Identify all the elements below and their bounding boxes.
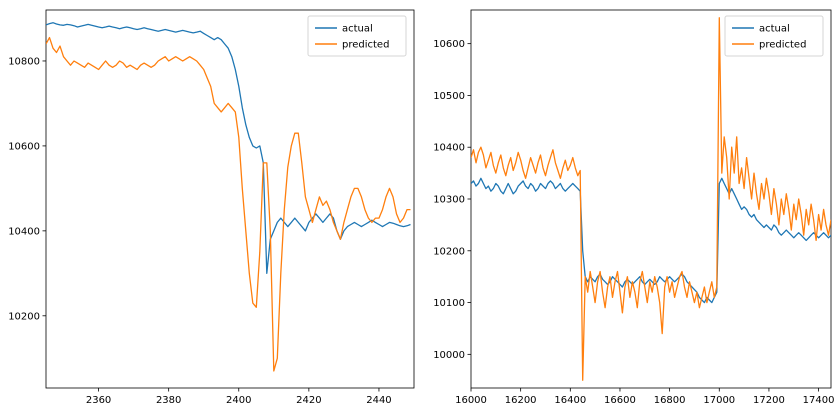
x-tick-label: 16400 bbox=[554, 395, 586, 406]
axes-frame bbox=[470, 9, 832, 389]
legend-box bbox=[307, 15, 407, 57]
legend-actual-label: actual bbox=[759, 24, 790, 35]
y-tick-label: 10600 bbox=[433, 39, 465, 50]
x-tick-label: 2380 bbox=[156, 395, 181, 406]
actual-series-line bbox=[471, 177, 831, 304]
x-tick-label: 17000 bbox=[703, 395, 735, 406]
y-tick-label: 10300 bbox=[433, 195, 465, 206]
legend-actual-label: actual bbox=[342, 24, 373, 35]
legend-box bbox=[724, 15, 824, 57]
right-subplot: 10000 10100 10200 10300 10400 10500 10600 16000… bbox=[418, 0, 837, 415]
legend-predicted-label: predicted bbox=[342, 40, 389, 51]
x-tick-label: 16000 bbox=[455, 395, 487, 406]
x-tick-label: 2400 bbox=[226, 395, 251, 406]
x-tick-label: 16800 bbox=[654, 395, 686, 406]
legend: actual predicted bbox=[307, 15, 407, 57]
y-tick-label: 10200 bbox=[433, 246, 465, 257]
y-tick-label: 10200 bbox=[8, 311, 40, 322]
x-tick-label: 16200 bbox=[505, 395, 537, 406]
x-tick-label: 16600 bbox=[604, 395, 636, 406]
predicted-series-line bbox=[46, 36, 411, 372]
y-tick-label: 10600 bbox=[8, 141, 40, 152]
legend-predicted-label: predicted bbox=[759, 40, 806, 51]
left-chart-canvas: 10200 10400 10600 10800 2360 2380 2400 2420 2440… bbox=[8, 9, 415, 406]
y-tick-label: 10800 bbox=[8, 56, 40, 67]
y-tick-label: 10400 bbox=[433, 143, 465, 154]
axes-frame bbox=[45, 9, 415, 389]
y-tick-label: 10000 bbox=[433, 350, 465, 361]
y-tick-label: 10100 bbox=[433, 298, 465, 309]
x-tick-label: 2420 bbox=[296, 395, 321, 406]
left-subplot: 10200 10400 10600 10800 2360 2380 2400 2420 2440… bbox=[0, 0, 418, 415]
y-tick-label: 10500 bbox=[433, 91, 465, 102]
right-chart-canvas: 10000 10100 10200 10300 10400 10500 10600 16000… bbox=[433, 9, 835, 406]
x-tick-label: 17200 bbox=[753, 395, 785, 406]
actual-series-line bbox=[46, 22, 411, 274]
x-tick-label: 2440 bbox=[366, 395, 391, 406]
legend: actual predicted bbox=[724, 15, 824, 57]
x-tick-label: 17400 bbox=[803, 395, 835, 406]
y-tick-label: 10400 bbox=[8, 226, 40, 237]
predicted-series-line bbox=[471, 17, 831, 381]
x-tick-label: 2360 bbox=[86, 395, 111, 406]
